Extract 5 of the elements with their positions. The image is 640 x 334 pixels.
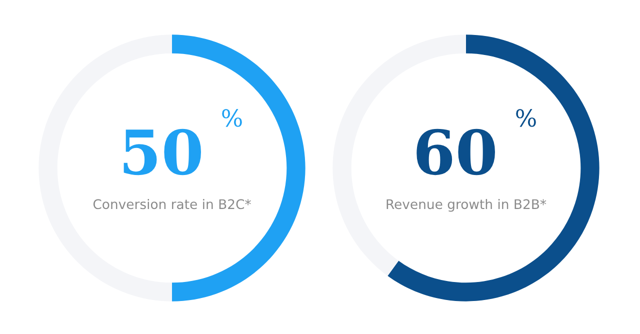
data-label: 60 % bbox=[416, 108, 536, 176]
donut-slice bbox=[388, 34, 600, 302]
text: Revenue growth in B2B* bbox=[386, 198, 546, 212]
text: Conversion rate in B2C* bbox=[93, 198, 251, 210]
data-label: 50 % bbox=[124, 108, 242, 176]
